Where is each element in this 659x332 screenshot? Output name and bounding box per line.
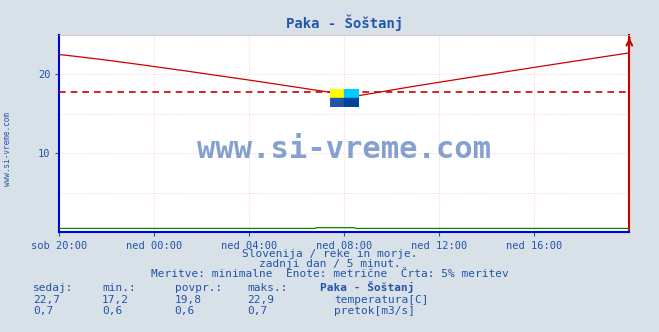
Text: Slovenija / reke in morje.: Slovenija / reke in morje. — [242, 249, 417, 259]
Text: povpr.:: povpr.: — [175, 284, 222, 293]
Text: 17,2: 17,2 — [102, 295, 129, 305]
Text: sedaj:: sedaj: — [33, 284, 73, 293]
Text: 0,6: 0,6 — [102, 306, 123, 316]
Text: 0,7: 0,7 — [247, 306, 268, 316]
Text: Meritve: minimalne  Enote: metrične  Črta: 5% meritev: Meritve: minimalne Enote: metrične Črta:… — [151, 269, 508, 279]
Text: 19,8: 19,8 — [175, 295, 202, 305]
Text: zadnji dan / 5 minut.: zadnji dan / 5 minut. — [258, 259, 401, 269]
Text: 22,7: 22,7 — [33, 295, 60, 305]
Text: maks.:: maks.: — [247, 284, 287, 293]
Bar — [344, 89, 359, 98]
Text: 0,7: 0,7 — [33, 306, 53, 316]
Bar — [330, 98, 344, 107]
Bar — [344, 98, 359, 107]
Text: www.si-vreme.com: www.si-vreme.com — [197, 135, 492, 164]
Text: temperatura[C]: temperatura[C] — [334, 295, 428, 305]
Text: min.:: min.: — [102, 284, 136, 293]
Text: 22,9: 22,9 — [247, 295, 274, 305]
Text: pretok[m3/s]: pretok[m3/s] — [334, 306, 415, 316]
Bar — [330, 89, 344, 98]
Title: Paka - Šoštanj: Paka - Šoštanj — [286, 14, 403, 31]
Text: Paka - Šoštanj: Paka - Šoštanj — [320, 282, 414, 293]
Text: www.si-vreme.com: www.si-vreme.com — [3, 113, 13, 186]
Text: 0,6: 0,6 — [175, 306, 195, 316]
